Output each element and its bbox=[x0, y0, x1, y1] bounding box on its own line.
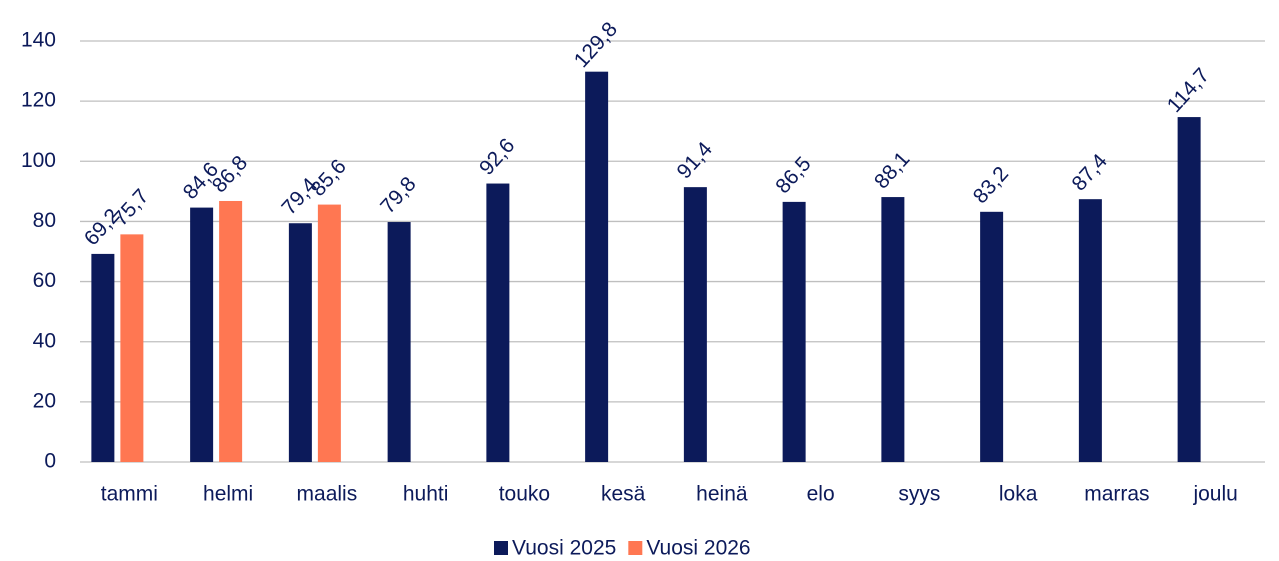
bar bbox=[387, 222, 411, 462]
bar bbox=[683, 187, 707, 462]
data-label: 129,8 bbox=[570, 18, 622, 72]
data-label: 92,6 bbox=[475, 134, 519, 180]
data-label: 114,7 bbox=[1163, 64, 1214, 117]
x-tick-label: helmi bbox=[203, 483, 253, 506]
x-tick-label: heinä bbox=[696, 483, 748, 506]
x-tick-label: elo bbox=[807, 483, 835, 506]
bar bbox=[288, 223, 312, 462]
legend-swatch bbox=[628, 541, 643, 555]
data-label: 79,8 bbox=[376, 173, 420, 219]
y-tick-label: 100 bbox=[21, 149, 56, 172]
x-tick-label: kesä bbox=[601, 483, 646, 506]
y-tick-label: 120 bbox=[21, 89, 56, 112]
y-tick-label: 140 bbox=[21, 29, 56, 52]
bar bbox=[317, 204, 341, 463]
bar bbox=[486, 183, 510, 462]
data-label: 88,1 bbox=[870, 148, 914, 194]
x-tick-label: huhti bbox=[403, 483, 449, 506]
bar bbox=[881, 197, 905, 462]
bar bbox=[782, 201, 806, 462]
x-tick-label: loka bbox=[999, 483, 1038, 506]
data-label: 87,4 bbox=[1067, 149, 1112, 195]
x-tick-label: touko bbox=[499, 483, 550, 506]
x-tick-label: joulu bbox=[1192, 483, 1237, 506]
bar bbox=[91, 253, 115, 462]
y-tick-label: 40 bbox=[33, 329, 56, 352]
data-label: 86,8 bbox=[208, 151, 252, 197]
y-tick-label: 60 bbox=[33, 269, 56, 292]
data-label: 91,4 bbox=[672, 137, 717, 183]
bar bbox=[219, 200, 243, 463]
data-label: 83,2 bbox=[969, 162, 1013, 208]
bar bbox=[190, 207, 214, 462]
x-tick-label: syys bbox=[898, 483, 940, 506]
legend-swatch bbox=[494, 541, 508, 555]
bar bbox=[980, 211, 1004, 462]
legend-label: Vuosi 2026 bbox=[646, 537, 750, 560]
data-label: 86,5 bbox=[771, 152, 815, 198]
x-tick-label: maalis bbox=[297, 483, 358, 506]
bar bbox=[1177, 117, 1201, 462]
x-tick-label: marras bbox=[1084, 483, 1149, 506]
bar bbox=[1078, 199, 1102, 462]
y-tick-label: 0 bbox=[44, 450, 56, 473]
y-tick-label: 20 bbox=[33, 389, 56, 412]
legend-label: Vuosi 2025 bbox=[512, 537, 616, 560]
bar bbox=[585, 71, 609, 463]
y-tick-label: 80 bbox=[33, 209, 56, 232]
bar bbox=[120, 234, 144, 462]
x-tick-label: tammi bbox=[101, 483, 158, 506]
